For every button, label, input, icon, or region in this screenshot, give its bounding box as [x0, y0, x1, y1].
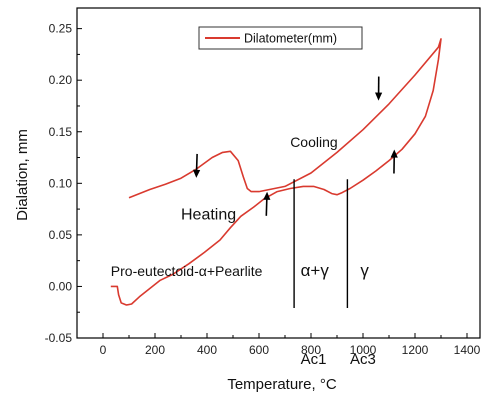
y-tick-label: 0.00 [49, 279, 73, 293]
y-tick-label: 0.05 [49, 228, 73, 242]
x-tick-label: 1400 [454, 343, 481, 357]
annotation-label: γ [360, 261, 369, 280]
x-tick-label: 200 [145, 343, 165, 357]
direction-arrow-head [375, 92, 383, 101]
x-tick-label: 0 [100, 343, 107, 357]
x-tick-label: 1200 [402, 343, 429, 357]
series-layer [110, 38, 442, 306]
x-tick-label: 800 [301, 343, 321, 357]
y-axis: -0.05 0.00 0.05 0.10 0.15 0.20 0.25 [45, 22, 82, 345]
direction-arrow-head [193, 169, 201, 178]
x-axis: 0 200 400 600 800 1000 1200 1400 [100, 333, 481, 357]
x-tick-label: 400 [197, 343, 217, 357]
legend-box [198, 26, 363, 50]
y-tick-label: 0.15 [49, 125, 73, 139]
y-tick-label: 0.20 [49, 73, 73, 87]
y-axis-title: Dialation, mm [14, 129, 31, 221]
x-axis-title: Temperature, °C [227, 376, 337, 393]
annotation-label: Pro-eutectoid-α+Pearlite [111, 263, 263, 279]
annotation-label: Ac1 [301, 351, 327, 368]
legend: Dilatometer(mm) [198, 26, 363, 50]
annotation-layer: Cooling Heating Pro-eutectoid-α+Pearlite α+… [111, 134, 376, 368]
x-tick-label: 1000 [350, 343, 377, 357]
annotation-label: Cooling [290, 134, 337, 150]
direction-arrow-head [390, 149, 398, 158]
annotation-label: Ac3 [350, 351, 376, 368]
annotation-label: Heating [181, 206, 236, 223]
vline-layer [293, 179, 349, 308]
x-tick-label: 600 [249, 343, 269, 357]
plot-border [76, 7, 481, 339]
series-line [110, 38, 442, 306]
arrow-layer [193, 76, 398, 216]
legend-entry-label: Dilatometer(mm) [244, 32, 337, 46]
direction-arrow-head [263, 191, 271, 200]
annotation-label: α+γ [301, 261, 330, 280]
y-tick-label: -0.05 [45, 331, 73, 345]
y-tick-label: 0.25 [49, 22, 73, 36]
y-tick-label: 0.10 [49, 176, 73, 190]
plot-frame [76, 7, 481, 339]
